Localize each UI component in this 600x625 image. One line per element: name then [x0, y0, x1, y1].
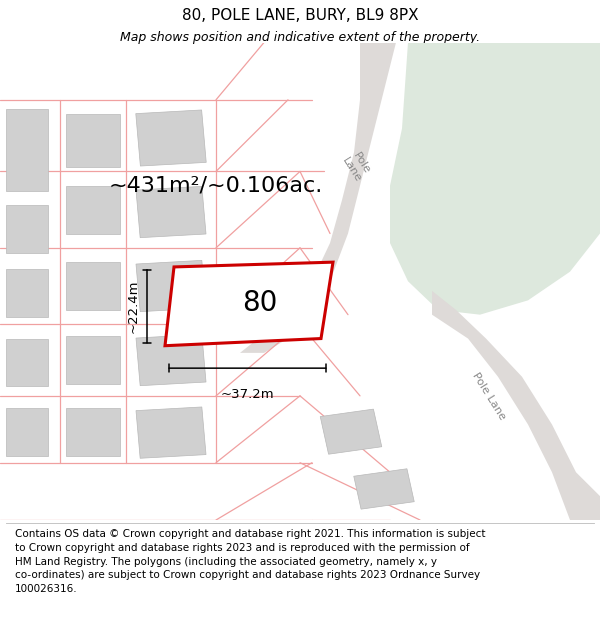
Polygon shape: [66, 114, 120, 167]
Polygon shape: [136, 261, 206, 312]
Text: ~22.4m: ~22.4m: [127, 279, 140, 333]
Text: 80, POLE LANE, BURY, BL9 8PX: 80, POLE LANE, BURY, BL9 8PX: [182, 9, 418, 24]
Polygon shape: [66, 186, 120, 234]
Polygon shape: [6, 205, 48, 252]
Polygon shape: [136, 110, 206, 166]
Polygon shape: [240, 42, 396, 353]
Text: ~37.2m: ~37.2m: [221, 388, 274, 401]
Text: Map shows position and indicative extent of the property.: Map shows position and indicative extent…: [120, 31, 480, 44]
Text: ~431m²/~0.106ac.: ~431m²/~0.106ac.: [109, 176, 323, 196]
Polygon shape: [165, 262, 333, 346]
Polygon shape: [66, 408, 120, 456]
Polygon shape: [6, 109, 48, 191]
Polygon shape: [390, 42, 600, 314]
Polygon shape: [432, 291, 600, 520]
Polygon shape: [66, 262, 120, 310]
Polygon shape: [136, 186, 206, 238]
Polygon shape: [136, 407, 206, 458]
Polygon shape: [6, 408, 48, 456]
Text: Contains OS data © Crown copyright and database right 2021. This information is : Contains OS data © Crown copyright and d…: [15, 529, 485, 594]
Text: 80: 80: [242, 289, 278, 318]
Polygon shape: [66, 336, 120, 384]
Text: Pole
Lane: Pole Lane: [341, 149, 373, 184]
Text: Pole Lane: Pole Lane: [470, 371, 508, 421]
Polygon shape: [354, 469, 414, 509]
Polygon shape: [6, 269, 48, 317]
Polygon shape: [320, 409, 382, 454]
Polygon shape: [136, 334, 206, 386]
Polygon shape: [6, 339, 48, 386]
